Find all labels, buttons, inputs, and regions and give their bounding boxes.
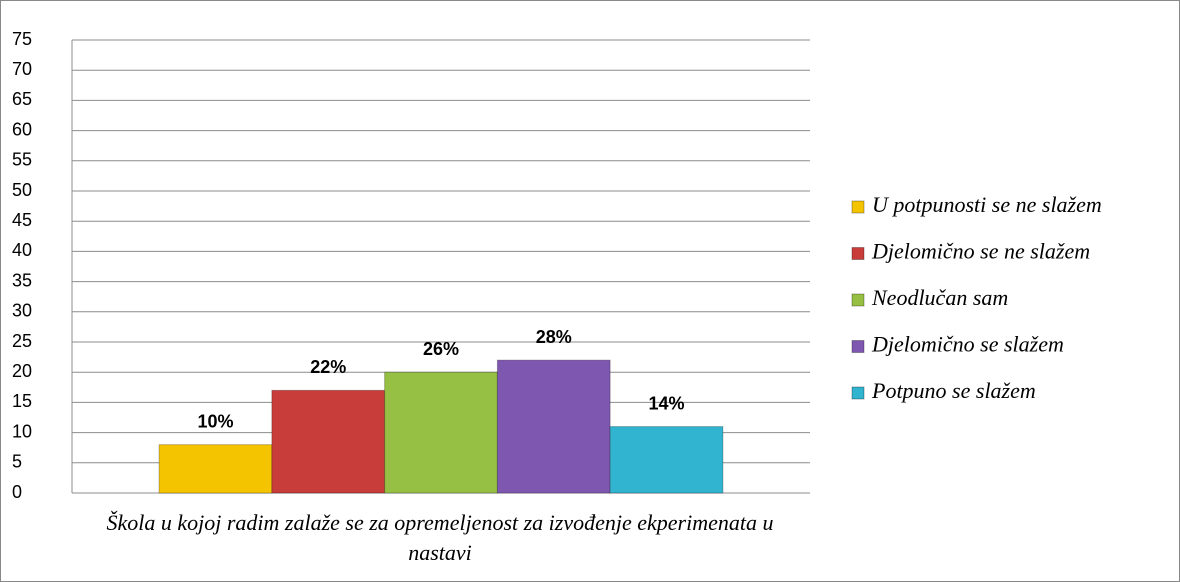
y-tick-label: 5 (12, 452, 22, 472)
data-label: 28% (536, 327, 572, 347)
bar (384, 371, 498, 494)
legend-swatch (851, 247, 865, 260)
data-label: 26% (423, 339, 459, 359)
y-tick-label: 15 (12, 391, 32, 411)
y-tick-label: 70 (12, 59, 32, 79)
y-tick-label: 65 (12, 89, 32, 109)
legend-swatch (851, 293, 865, 307)
y-tick-label: 75 (12, 29, 32, 49)
y-tick-label: 55 (12, 150, 32, 170)
data-label: 14% (649, 393, 685, 413)
legend-swatch (851, 200, 865, 214)
legend-label: Neodlučan sam (871, 285, 1008, 310)
legend-swatch (851, 386, 865, 400)
data-label: 22% (310, 357, 346, 377)
legend-label: U potpunosti se ne slažem (872, 192, 1102, 217)
bar (609, 426, 724, 494)
bar (496, 359, 611, 494)
y-tick-label: 40 (12, 240, 32, 260)
legend-label: Potpuno se slažem (871, 378, 1036, 403)
y-tick-label: 35 (12, 270, 32, 290)
y-tick-label: 50 (12, 180, 32, 200)
y-tick-label: 45 (12, 210, 32, 230)
y-tick-label: 20 (12, 361, 32, 381)
y-tick-label: 60 (12, 119, 32, 139)
y-tick-label: 0 (12, 482, 22, 502)
y-tick-label: 10 (12, 421, 32, 441)
y-tick-label: 25 (12, 331, 32, 351)
y-tick-label: 30 (12, 301, 32, 321)
legend-swatch (851, 340, 865, 353)
bar (158, 444, 273, 494)
category-label: Škola u kojoj radim zalaže se za opremel… (106, 510, 774, 565)
bar (271, 389, 386, 494)
legend-label: Djelomično se slažem (871, 332, 1064, 357)
legend-label: Djelomično se ne slažem (871, 239, 1090, 264)
data-label: 10% (197, 411, 233, 431)
